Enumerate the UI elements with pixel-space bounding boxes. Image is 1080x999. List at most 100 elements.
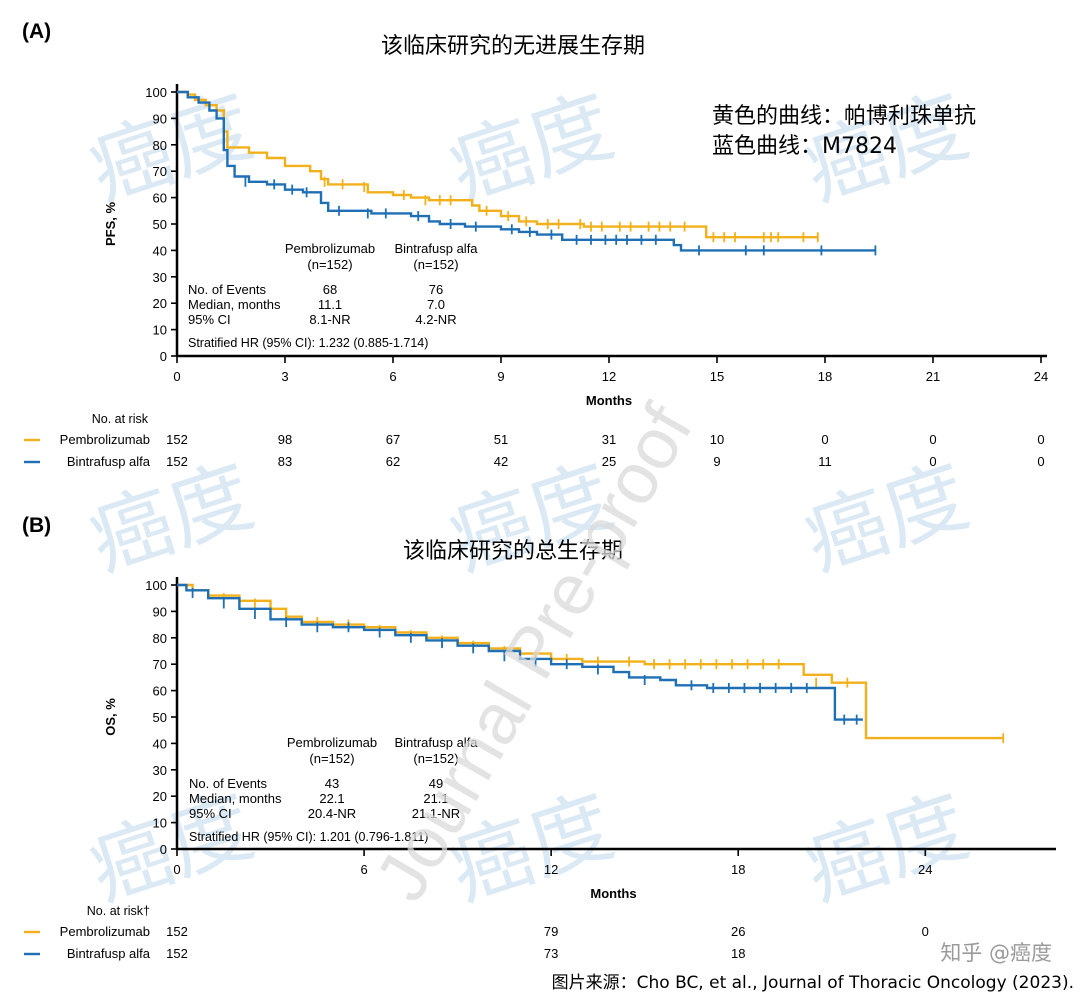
stats-row-label: 95% CI	[189, 806, 232, 821]
risk-count: 73	[544, 946, 558, 961]
risk-row-name: Bintrafusp alfa	[67, 454, 151, 469]
y-tick-label: 10	[153, 816, 167, 831]
y-tick-label: 90	[153, 111, 167, 126]
risk-count: 98	[278, 432, 292, 447]
risk-row-name: Pembrolizumab	[60, 924, 150, 939]
stats-header: Bintrafusp alfa	[394, 735, 478, 750]
y-tick-label: 90	[153, 604, 167, 619]
stratified-hr: Stratified HR (95% CI): 1.232 (0.885-1.7…	[188, 336, 428, 350]
km-curve-bintrafusp	[177, 583, 863, 721]
risk-count: 10	[710, 432, 724, 447]
y-tick-label: 80	[153, 631, 167, 646]
y-tick-label: 20	[153, 296, 167, 311]
color-note-line1: 黄色的曲线：帕博利珠单抗	[712, 104, 976, 129]
x-tick-label: 0	[173, 862, 180, 877]
stats-row-label: 95% CI	[188, 312, 231, 327]
stats-value: 8.1-NR	[309, 312, 350, 327]
panel-b-title: 该临床研究的总生存期	[403, 539, 623, 564]
risk-row-name: Bintrafusp alfa	[67, 946, 151, 961]
risk-count: 31	[602, 432, 616, 447]
risk-table-title: No. at risk†	[87, 904, 150, 918]
y-tick-label: 40	[153, 243, 167, 258]
y-axis-label: PFS, %	[103, 202, 118, 247]
x-tick-label: 12	[602, 369, 616, 384]
y-tick-label: 60	[153, 684, 167, 699]
stats-subheader: (n=152)	[413, 257, 458, 272]
y-tick-label: 70	[153, 657, 167, 672]
y-tick-label: 60	[153, 191, 167, 206]
stats-value: 21.1-NR	[412, 806, 460, 821]
panel-a-label: (A)	[22, 20, 51, 43]
y-tick-label: 30	[153, 270, 167, 285]
y-tick-label: 30	[153, 763, 167, 778]
x-tick-label: 9	[497, 369, 504, 384]
panel-a-title: 该临床研究的无进展生存期	[381, 34, 645, 59]
y-tick-label: 50	[153, 217, 167, 232]
stats-value: 49	[429, 776, 443, 791]
y-tick-label: 10	[153, 323, 167, 338]
risk-count: 26	[731, 924, 745, 939]
y-tick-label: 50	[153, 710, 167, 725]
y-tick-label: 40	[153, 736, 167, 751]
y-axis-label: OS, %	[103, 698, 118, 736]
risk-count: 42	[494, 454, 508, 469]
x-axis-label: Months	[586, 393, 632, 408]
x-tick-label: 18	[731, 862, 745, 877]
risk-count: 67	[386, 432, 400, 447]
risk-count: 0	[922, 924, 929, 939]
stats-value: 11.1	[318, 297, 342, 312]
km-curve-bintrafusp	[177, 90, 876, 252]
stats-value: 21.1	[423, 791, 448, 806]
stats-value: 43	[325, 776, 339, 791]
risk-count: 152	[166, 924, 188, 939]
x-tick-label: 21	[926, 369, 940, 384]
x-tick-label: 0	[173, 369, 180, 384]
risk-count: 79	[544, 924, 558, 939]
footer-brand: 知乎 @癌度	[940, 941, 1052, 965]
risk-row-name: Pembrolizumab	[60, 432, 150, 447]
risk-count: 0	[821, 432, 828, 447]
risk-count: 62	[386, 454, 400, 469]
risk-count: 25	[602, 454, 616, 469]
stats-subheader: (n=152)	[309, 751, 354, 766]
risk-count: 18	[731, 946, 745, 961]
y-tick-label: 0	[160, 349, 167, 364]
watermark-text: 癌度	[439, 78, 624, 219]
stats-header: Pembrolizumab	[285, 241, 375, 256]
x-tick-label: 24	[1034, 369, 1048, 384]
watermark-text: 癌度	[794, 448, 979, 589]
color-note-line2: 蓝色曲线：M7824	[712, 134, 897, 159]
stats-value: 68	[323, 282, 337, 297]
stats-value: 4.2-NR	[415, 312, 456, 327]
risk-count: 152	[166, 432, 188, 447]
risk-count: 11	[818, 454, 832, 469]
risk-count: 9	[713, 454, 720, 469]
stats-row-label: Median, months	[188, 297, 281, 312]
panel-a: (A) 该临床研究的无进展生存期 黄色的曲线：帕博利珠单抗 蓝色曲线：M7824…	[22, 20, 1048, 469]
x-axis-label: Months	[590, 886, 636, 901]
y-tick-label: 20	[153, 789, 167, 804]
panel-b-label: (B)	[22, 514, 51, 537]
risk-count: 0	[1037, 432, 1044, 447]
stats-header: Pembrolizumab	[287, 735, 377, 750]
stats-value: 76	[429, 282, 443, 297]
stats-row-label: No. of Events	[189, 776, 268, 791]
stats-value: 22.1	[319, 791, 344, 806]
x-tick-label: 6	[360, 862, 367, 877]
panel-b: (B) 该临床研究的总生存期 0 10 20 30 40 50 60 70 80 90 100 0 6 1…	[22, 514, 1056, 961]
x-tick-label: 3	[281, 369, 288, 384]
stats-subheader: (n=152)	[413, 751, 458, 766]
stratified-hr: Stratified HR (95% CI): 1.201 (0.796-1.8…	[189, 830, 428, 844]
x-tick-label: 24	[918, 862, 932, 877]
footer-source: 图片来源：Cho BC, et al., Journal of Thoracic…	[552, 973, 1074, 993]
risk-count: 152	[166, 946, 188, 961]
risk-count: 83	[278, 454, 292, 469]
y-tick-label: 0	[160, 842, 167, 857]
x-tick-label: 6	[389, 369, 396, 384]
stats-row-label: No. of Events	[188, 282, 267, 297]
x-tick-label: 12	[544, 862, 558, 877]
os-chart: 0 10 20 30 40 50 60 70 80 90 100 0 6 12 18 24 Months OS, …	[24, 577, 1056, 961]
x-tick-label: 15	[710, 369, 724, 384]
